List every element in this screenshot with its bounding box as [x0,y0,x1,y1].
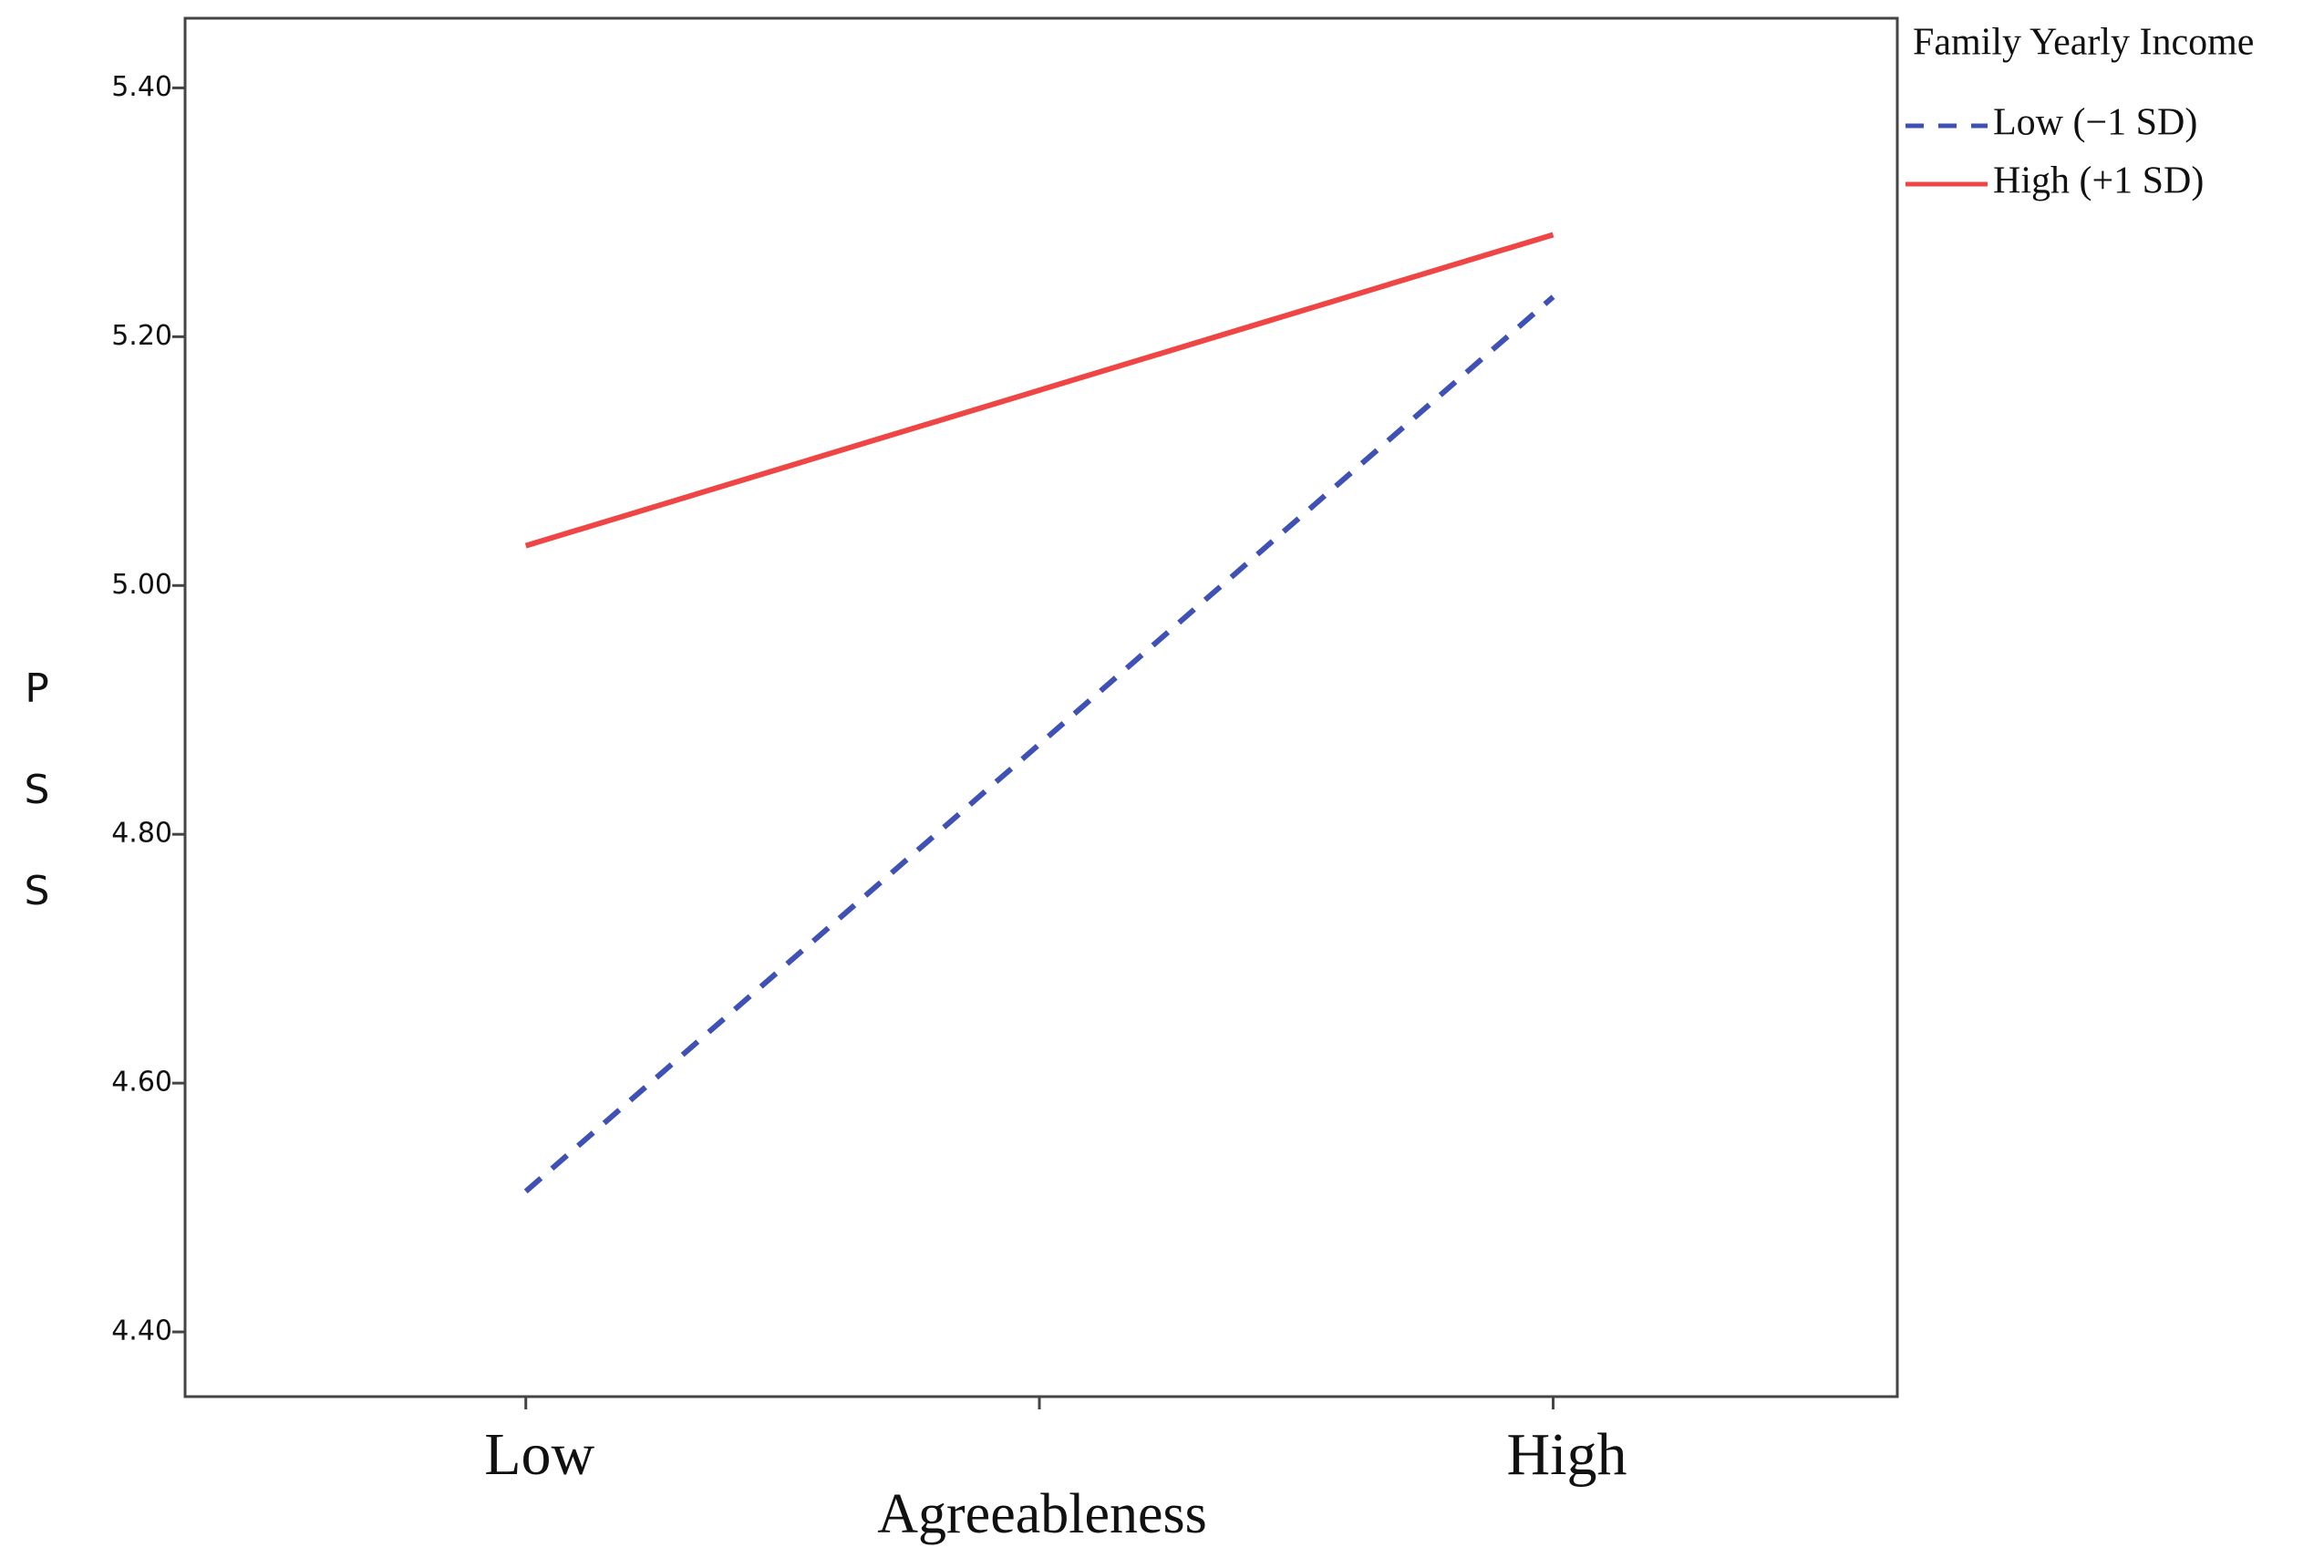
series-line [523,294,1555,1194]
series-line [524,232,1554,549]
y-tick-label: 5.40 [111,71,172,103]
y-axis-label: PSS [14,665,60,969]
legend-label: Low (−1 SD) [1993,102,2197,144]
y-tick-label: 4.80 [111,818,172,850]
y-tick-label: 5.00 [111,569,172,601]
x-tick-label: Low [484,1421,594,1488]
y-tick-label: 4.60 [111,1067,172,1099]
plot-frame [183,16,1899,1398]
legend-title: Family Yearly Income [1913,22,2254,64]
y-tick-label: 5.20 [111,320,172,352]
x-axis-label: Agreeableness [877,1483,1207,1545]
x-tick-label: High [1507,1421,1627,1488]
y-tick-label: 4.40 [111,1315,172,1347]
legend-label: High (+1 SD) [1993,160,2204,202]
